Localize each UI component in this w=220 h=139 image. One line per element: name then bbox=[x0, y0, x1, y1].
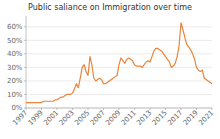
grid-line bbox=[26, 26, 212, 27]
grid-line bbox=[26, 80, 212, 81]
title: Public saliance on Immigration over time bbox=[28, 3, 192, 12]
x-tick-label: 2017 bbox=[166, 109, 184, 127]
chart: Public saliance on Immigration over time… bbox=[0, 0, 220, 139]
y-tick-label: 20% bbox=[7, 77, 23, 85]
y-tick-label: 30% bbox=[7, 64, 23, 72]
y-tick-label: 40% bbox=[7, 50, 23, 58]
x-tick-label: 2011 bbox=[120, 109, 138, 127]
line bbox=[26, 23, 212, 103]
grid-line bbox=[26, 94, 212, 95]
x-tick-label: 2019 bbox=[182, 109, 200, 127]
y-tick-label: 60% bbox=[7, 23, 23, 31]
y-tick-label: 10% bbox=[7, 91, 23, 99]
y-tick-label: 50% bbox=[7, 37, 23, 45]
x-tick-label: 2015 bbox=[151, 109, 169, 127]
x-axis bbox=[26, 108, 212, 109]
x-tick-label: 2013 bbox=[135, 109, 153, 127]
grid-line bbox=[26, 53, 212, 54]
y-axis bbox=[26, 16, 27, 108]
x-tick-label: 2005 bbox=[73, 109, 91, 127]
grid-line bbox=[26, 108, 212, 109]
grid-line bbox=[26, 40, 212, 41]
x-tick-label: 1999 bbox=[27, 109, 45, 127]
x-tick-label: 1997 bbox=[11, 109, 29, 127]
x-tick-label: 2001 bbox=[42, 109, 60, 127]
x-tick-label: 2009 bbox=[104, 109, 122, 127]
x-tick-label: 2003 bbox=[58, 109, 76, 127]
x-tick-label: 2021 bbox=[197, 109, 215, 127]
plot-area bbox=[26, 23, 212, 103]
x-tick-label: 2007 bbox=[89, 109, 107, 127]
background bbox=[0, 0, 220, 139]
